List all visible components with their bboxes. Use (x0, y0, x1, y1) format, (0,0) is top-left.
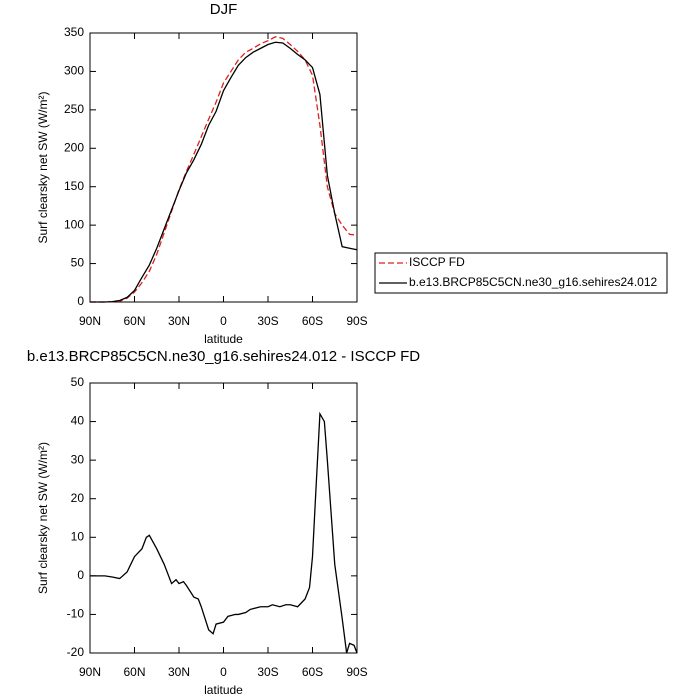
x-tick-label: 30N (168, 314, 190, 328)
y-axis-label: Surf clearsky net SW (W/m²) (36, 442, 50, 594)
x-tick-label: 0 (220, 314, 227, 328)
y-tick-label: -10 (67, 607, 85, 621)
plot-frame (89, 32, 358, 303)
x-tick-label: 90S (346, 314, 367, 328)
y-tick-label: 0 (77, 294, 84, 308)
x-tick-label: 60S (302, 314, 323, 328)
y-tick-label: 250 (64, 102, 84, 116)
chart-title: b.e13.BRCP85C5CN.ne30_g16.sehires24.012 … (27, 348, 420, 365)
x-tick-label: 60S (302, 665, 323, 679)
x-tick-label: 60N (123, 314, 145, 328)
y-tick-label: 350 (64, 25, 84, 39)
data-line (90, 41, 358, 303)
y-axis-label: Surf clearsky net SW (W/m²) (36, 91, 50, 243)
y-tick-label: -20 (67, 645, 85, 659)
x-tick-label: 30S (257, 665, 278, 679)
x-tick-label: 90S (346, 665, 367, 679)
x-tick-label: 30N (168, 665, 190, 679)
chart-title: DJF (210, 1, 238, 18)
y-tick-label: 50 (71, 256, 85, 270)
y-tick-label: 300 (64, 64, 84, 78)
plot-frame (89, 382, 358, 654)
x-tick-label: 30S (257, 314, 278, 328)
x-tick-label: 60N (123, 665, 145, 679)
data-line (90, 36, 358, 303)
x-axis-label: latitude (204, 683, 243, 697)
y-tick-label: 10 (71, 529, 85, 543)
x-axis-label: latitude (204, 332, 243, 346)
y-tick-label: 40 (71, 414, 85, 428)
x-tick-label: 90N (79, 665, 101, 679)
y-tick-label: 200 (64, 140, 84, 154)
y-tick-label: 30 (71, 452, 85, 466)
y-tick-label: 100 (64, 217, 84, 231)
legend-label: ISCCP FD (409, 255, 465, 269)
legend-label: b.e13.BRCP85C5CN.ne30_g16.sehires24.012 (409, 275, 657, 289)
y-tick-label: 50 (71, 375, 85, 389)
y-tick-label: 0 (77, 568, 84, 582)
y-tick-label: 150 (64, 179, 84, 193)
x-tick-label: 0 (220, 665, 227, 679)
x-tick-label: 90N (79, 314, 101, 328)
legend-box (374, 252, 668, 294)
y-tick-label: 20 (71, 491, 85, 505)
data-line (90, 411, 358, 654)
